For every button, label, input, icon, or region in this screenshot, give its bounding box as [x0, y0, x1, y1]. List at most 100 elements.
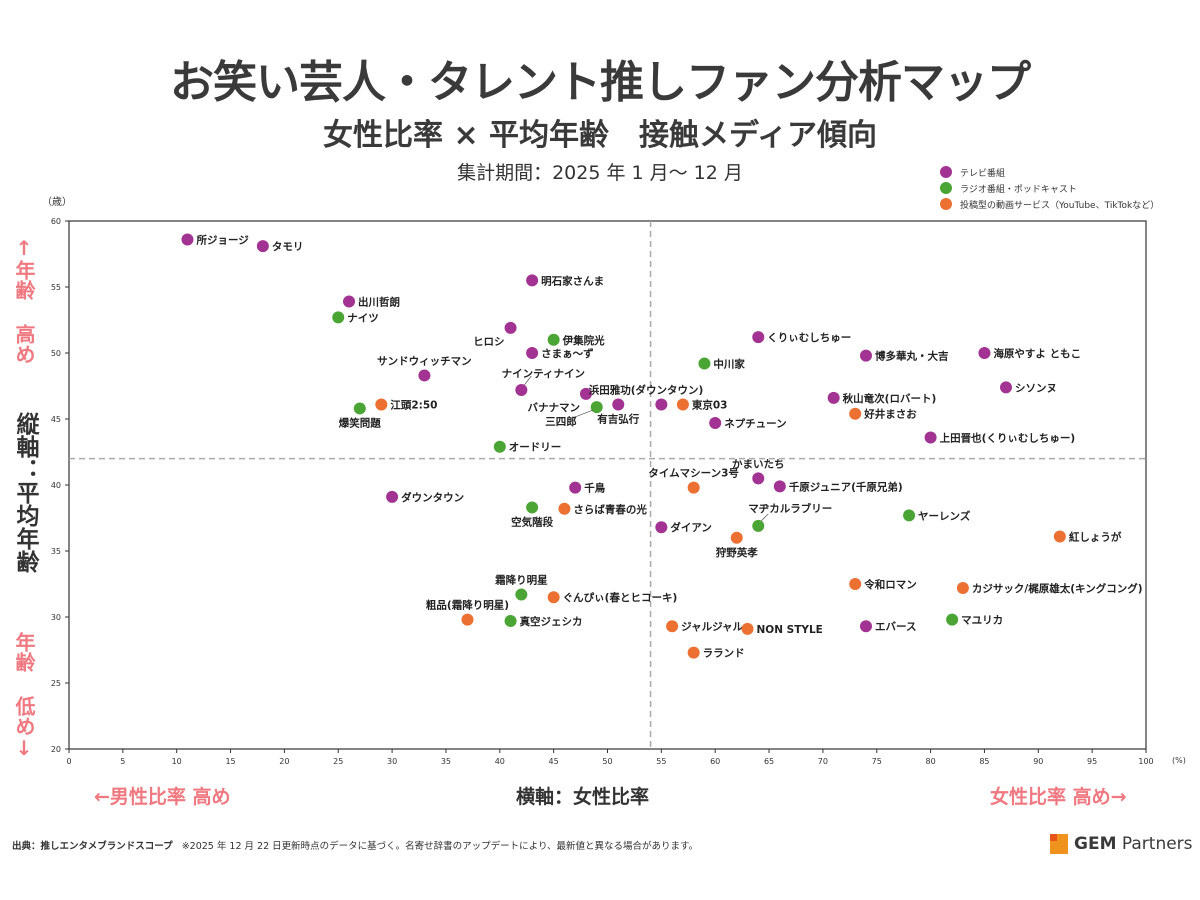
legend-item-radio: ラジオ番組・ポッドキャスト	[940, 180, 1159, 196]
point-marker-tv	[827, 391, 840, 404]
point-label: 粗品(霜降り明星)	[426, 599, 509, 612]
point-label: ジャルジャル	[681, 621, 743, 633]
logo-bold: GEM	[1074, 834, 1117, 854]
data-point: 狩野英孝	[715, 531, 758, 559]
x-tick-label: 70	[818, 757, 828, 766]
legend-dot-tv	[940, 166, 952, 178]
point-label: ナインティナイン	[502, 368, 585, 380]
point-marker-radio	[332, 311, 345, 324]
legend-item-tv: テレビ番組	[940, 164, 1159, 180]
page-subtitle: 女性比率 × 平均年齢 接触メディア傾向	[323, 118, 877, 153]
legend-label-video: 投稿型の動画サービス（YouTube、TikTokなど）	[960, 200, 1160, 211]
footer-note: 出典：推しエンタメブランドスコープ ※2025 年 12 月 22 日更新時点の…	[12, 838, 698, 852]
data-point: エバース	[859, 620, 916, 633]
x-axis-high-label: 女性比率 高め→	[990, 786, 1127, 808]
data-point: バナナマン	[527, 387, 592, 414]
y-tick-label: 50	[51, 349, 61, 358]
point-marker-tv	[256, 240, 269, 253]
point-marker-radio	[504, 614, 517, 627]
point-marker-video	[666, 620, 679, 633]
data-point: ジャルジャル	[666, 620, 744, 633]
data-point: 伊集院光	[547, 333, 605, 347]
data-point: 令和ロマン	[849, 578, 917, 591]
y-tick-label: 25	[51, 679, 61, 688]
point-label: 狩野英孝	[715, 546, 758, 559]
logo-rest: Partners	[1116, 834, 1193, 854]
point-marker-radio	[903, 509, 916, 522]
page-title: お笑い芸人・タレント推しファン分析マップ	[170, 57, 1031, 108]
data-point: 上田晋也(くりぃむしちゅー)	[924, 431, 1075, 444]
point-marker-radio	[353, 402, 366, 415]
point-label: ヤーレンズ	[918, 509, 971, 522]
point-label: 秋山竜次(ロバート)	[843, 392, 937, 405]
data-point: ヤーレンズ	[903, 509, 971, 522]
point-marker-tv	[515, 383, 528, 396]
data-point: 中川家	[698, 357, 745, 371]
data-point: くりぃむしちゅー	[752, 331, 851, 344]
point-label: 千鳥	[584, 482, 605, 495]
source-note: ※2025 年 12 月 22 日更新時点のデータに基づく。名寄せ辞書のアップデ…	[181, 841, 699, 852]
aggregation-period: 集計期間：2025 年 1 月～ 12 月	[457, 162, 743, 184]
point-marker-video	[558, 502, 571, 515]
y-tick-label: 55	[51, 283, 61, 292]
data-point: ナイツ	[332, 311, 379, 324]
point-label: 江頭2:50	[390, 398, 437, 411]
point-marker-tv	[773, 480, 786, 493]
point-label: 有吉弘行	[597, 412, 639, 425]
point-label: ヒロシ	[473, 336, 505, 348]
data-point: 爆笑問題	[339, 402, 381, 429]
x-tick-label: 95	[1087, 757, 1097, 766]
y-tick-label: 35	[51, 547, 61, 556]
x-tick-label: 65	[764, 757, 774, 766]
x-tick-label: 80	[926, 757, 936, 766]
x-tick-label: 10	[172, 757, 182, 766]
x-tick-label: 5	[120, 757, 125, 766]
point-label: サンドウィッチマン	[377, 355, 472, 367]
point-label: 空気階段	[511, 515, 553, 528]
y-tick-label: 20	[51, 745, 61, 754]
legend-dot-video	[940, 198, 952, 210]
x-tick-label: 100	[1138, 757, 1153, 766]
x-axis-title: 横軸：女性比率	[516, 786, 650, 808]
point-label: 伊集院光	[562, 334, 605, 347]
point-marker-radio	[590, 401, 603, 414]
data-point: ダイアン	[655, 521, 712, 534]
point-marker-tv	[418, 369, 431, 382]
data-point: ラランド	[687, 646, 745, 660]
point-marker-tv	[999, 381, 1012, 394]
legend-label-radio: ラジオ番組・ポッドキャスト	[960, 184, 1077, 195]
point-marker-video	[730, 531, 743, 544]
y-axis-unit: （歳）	[42, 197, 72, 208]
point-marker-tv	[859, 620, 872, 633]
x-tick-label: 90	[1033, 757, 1043, 766]
point-label: ラランド	[703, 648, 745, 660]
leader-line	[524, 375, 532, 386]
point-label: 所ジョージ	[196, 233, 249, 246]
data-point: NON STYLE	[741, 622, 823, 636]
point-marker-tv	[612, 398, 625, 411]
x-tick-label: 85	[979, 757, 989, 766]
data-point: さらば青春の光	[558, 502, 647, 516]
x-tick-label: 50	[602, 757, 612, 766]
data-point: 博多華丸・大吉	[859, 349, 949, 363]
y-tick-label: 30	[51, 613, 61, 622]
point-marker-tv	[752, 472, 765, 485]
point-label: オードリー	[509, 442, 562, 454]
point-marker-tv	[752, 331, 765, 344]
point-label: タモリ	[272, 241, 304, 253]
data-point: 千鳥	[569, 481, 606, 495]
x-tick-label: 55	[656, 757, 666, 766]
chart-legend: テレビ番組 ラジオ番組・ポッドキャスト 投稿型の動画サービス（YouTube、T…	[940, 164, 1159, 212]
point-marker-tv	[569, 481, 582, 494]
point-label: かまいたち	[732, 458, 785, 470]
point-label: 千原ジュニア(千原兄弟)	[789, 480, 903, 493]
y-axis-title: 縦軸：平均年齢	[12, 412, 38, 573]
data-point: ヒロシ	[473, 321, 517, 348]
x-axis-unit: (%)	[1172, 756, 1186, 765]
point-marker-tv	[343, 295, 356, 308]
point-label: 中川家	[713, 358, 745, 371]
leader-line	[574, 409, 593, 418]
data-point: シソンヌ	[999, 381, 1057, 394]
point-label: くりぃむしちゅー	[767, 332, 851, 344]
point-marker-tv	[655, 521, 668, 534]
